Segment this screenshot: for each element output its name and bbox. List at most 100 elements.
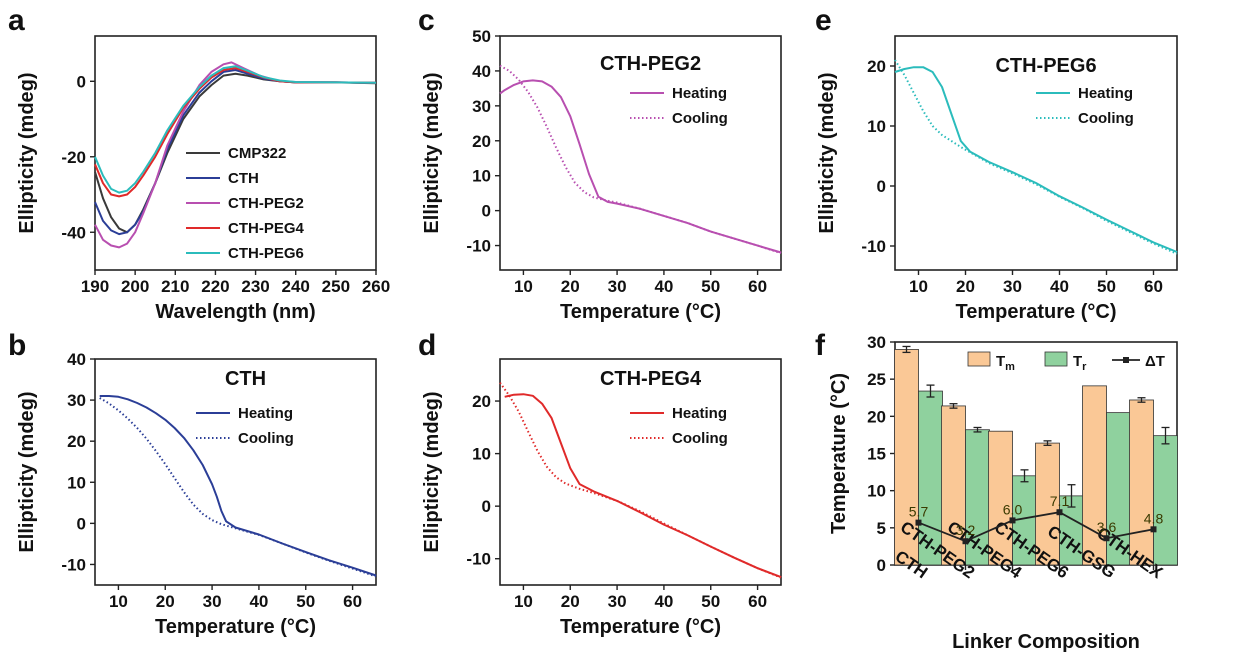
y-axis-title: Ellipticity (mdeg) bbox=[421, 72, 443, 233]
bar-tr bbox=[965, 429, 990, 566]
y-tick-label: -10 bbox=[861, 237, 886, 256]
x-tick-label: 30 bbox=[203, 592, 222, 611]
legend-label: Cooling bbox=[672, 430, 728, 447]
bar-tm bbox=[941, 405, 966, 566]
y-axis-title: Ellipticity (mdeg) bbox=[816, 72, 838, 233]
x-tick-label: 40 bbox=[654, 277, 673, 296]
y-axis-title: Ellipticity (mdeg) bbox=[421, 391, 443, 552]
y-tick-label: 40 bbox=[472, 62, 491, 81]
bar-tr bbox=[918, 390, 943, 566]
x-axis-title: Temperature (°C) bbox=[560, 616, 721, 638]
y-tick-label: 30 bbox=[867, 333, 886, 352]
legend-label: Tm bbox=[996, 353, 1015, 373]
x-tick-label: 30 bbox=[1003, 277, 1022, 296]
series-line-heating bbox=[894, 66, 1178, 253]
plot-frame bbox=[499, 35, 782, 271]
x-axis-title: Wavelength (nm) bbox=[155, 301, 315, 323]
y-axis-title: Temperature (°C) bbox=[828, 373, 850, 534]
y-tick-label: 50 bbox=[472, 27, 491, 46]
delta-t-label: 3.6 bbox=[1097, 519, 1117, 535]
y-tick-label: 40 bbox=[67, 350, 86, 369]
legend-label: Heating bbox=[672, 405, 727, 422]
panel-a: a 190 200 210 220 230 240 250 260 0 -20 -40 Waveleng… bbox=[8, 4, 390, 323]
panel-d: d 10 20 30 40 50 60 20 10 0 -10 Temperature (°C) Ell… bbox=[418, 329, 782, 638]
y-tick-label: 10 bbox=[67, 473, 86, 492]
x-tick-label: 230 bbox=[241, 277, 269, 296]
y-tick-label: 20 bbox=[867, 407, 886, 426]
x-axis-title: Temperature (°C) bbox=[560, 301, 721, 323]
y-tick-label: 20 bbox=[472, 132, 491, 151]
chart-title: CTH-PEG2 bbox=[600, 53, 701, 75]
x-tick-label: 60 bbox=[748, 592, 767, 611]
x-tick-label: 250 bbox=[322, 277, 350, 296]
y-tick-label: 10 bbox=[867, 482, 886, 501]
bar-tm bbox=[1129, 399, 1154, 566]
legend-swatch-tm bbox=[967, 351, 991, 367]
y-axis-title: Ellipticity (mdeg) bbox=[16, 72, 38, 233]
panel-b: b 10 20 30 40 50 60 40 30 20 10 0 -10 Temperature (°C… bbox=[8, 329, 377, 638]
delta-t-label: 7.1 bbox=[1050, 493, 1070, 509]
delta-t-line bbox=[918, 511, 1154, 543]
x-tick-label: 190 bbox=[81, 277, 109, 296]
x-tick-label: 20 bbox=[561, 592, 580, 611]
x-tick-label: 50 bbox=[701, 592, 720, 611]
panel-letter: e bbox=[815, 4, 832, 37]
legend-label: CTH-PEG2 bbox=[228, 195, 304, 212]
x-tick-label: 220 bbox=[201, 277, 229, 296]
legend-label: Heating bbox=[672, 85, 727, 102]
x-tick-label: 20 bbox=[561, 277, 580, 296]
chart-title: CTH-PEG4 bbox=[600, 368, 702, 390]
x-tick-label: 10 bbox=[514, 277, 533, 296]
bar-tr bbox=[1153, 435, 1178, 566]
plot-frame bbox=[94, 358, 377, 586]
bar-tm bbox=[988, 430, 1013, 566]
legend-label: CMP322 bbox=[228, 145, 286, 162]
bar-tr bbox=[1059, 495, 1084, 566]
delta-t-label: 6.0 bbox=[1003, 501, 1023, 517]
x-tick-label: 60 bbox=[748, 277, 767, 296]
chart-title: CTH bbox=[225, 368, 266, 390]
y-tick-label: 30 bbox=[67, 391, 86, 410]
y-tick-label: 25 bbox=[867, 370, 886, 389]
plot-frame bbox=[499, 358, 782, 586]
legend-label: Tr bbox=[1073, 353, 1087, 373]
panel-letter: f bbox=[815, 329, 826, 362]
y-tick-label: -10 bbox=[61, 555, 86, 574]
y-tick-label: 0 bbox=[77, 72, 86, 91]
delta-t-point bbox=[1056, 509, 1063, 516]
y-tick-label: -10 bbox=[466, 550, 491, 569]
delta-t-label: 5.7 bbox=[909, 504, 929, 520]
series-line-cooling bbox=[499, 382, 782, 579]
y-tick-label: 0 bbox=[77, 514, 86, 533]
x-tick-label: 240 bbox=[282, 277, 310, 296]
y-tick-label: -10 bbox=[466, 237, 491, 256]
y-tick-label: -40 bbox=[61, 223, 86, 242]
y-tick-label: 0 bbox=[482, 202, 491, 221]
x-tick-label: 50 bbox=[1097, 277, 1116, 296]
x-tick-label: 20 bbox=[156, 592, 175, 611]
delta-t-point bbox=[1150, 526, 1157, 533]
x-axis-title: Temperature (°C) bbox=[155, 616, 316, 638]
panel-letter: b bbox=[8, 329, 26, 362]
legend-label: Heating bbox=[1078, 85, 1133, 102]
x-tick-label: 40 bbox=[249, 592, 268, 611]
y-tick-label: 10 bbox=[472, 445, 491, 464]
y-tick-label: 10 bbox=[472, 167, 491, 186]
legend-label: CTH-PEG4 bbox=[228, 220, 305, 237]
x-tick-label: 260 bbox=[362, 277, 390, 296]
y-tick-label: 0 bbox=[877, 556, 886, 575]
x-axis-title: Temperature (°C) bbox=[956, 301, 1117, 323]
x-axis-title: Linker Composition bbox=[952, 631, 1140, 652]
y-tick-label: 30 bbox=[472, 97, 491, 116]
series-line-heating bbox=[499, 79, 782, 254]
y-tick-label: 0 bbox=[482, 497, 491, 516]
x-tick-label: 210 bbox=[161, 277, 189, 296]
panel-letter: a bbox=[8, 4, 25, 37]
x-tick-label: 30 bbox=[608, 277, 627, 296]
delta-t-point bbox=[962, 538, 969, 545]
x-tick-label: 30 bbox=[608, 592, 627, 611]
y-axis-title: Ellipticity (mdeg) bbox=[16, 391, 38, 552]
x-tick-label: 40 bbox=[654, 592, 673, 611]
delta-t-point bbox=[1103, 535, 1110, 542]
legend-swatch-tr bbox=[1044, 351, 1068, 367]
